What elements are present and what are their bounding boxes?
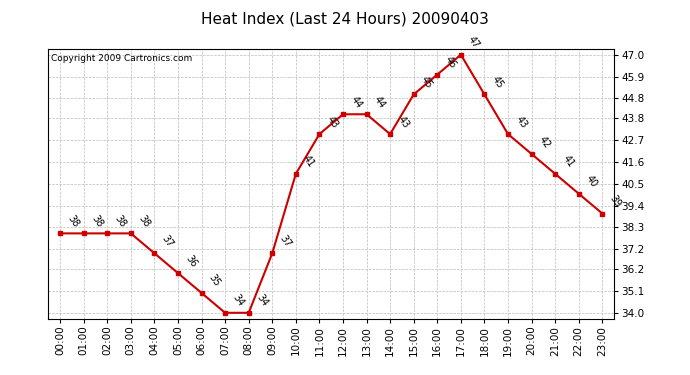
Text: Copyright 2009 Cartronics.com: Copyright 2009 Cartronics.com: [51, 54, 193, 63]
Text: 45: 45: [420, 74, 435, 90]
Text: 44: 44: [372, 94, 387, 110]
Text: 47: 47: [466, 34, 482, 51]
Text: 43: 43: [325, 114, 340, 130]
Text: 35: 35: [207, 273, 222, 289]
Text: 34: 34: [230, 293, 246, 309]
Text: 38: 38: [89, 213, 104, 229]
Text: 34: 34: [254, 293, 270, 309]
Text: Heat Index (Last 24 Hours) 20090403: Heat Index (Last 24 Hours) 20090403: [201, 11, 489, 26]
Text: 37: 37: [160, 233, 175, 249]
Text: 42: 42: [537, 134, 553, 150]
Text: 40: 40: [584, 174, 600, 189]
Text: 43: 43: [395, 114, 411, 130]
Text: 45: 45: [490, 74, 505, 90]
Text: 37: 37: [278, 233, 293, 249]
Text: 36: 36: [184, 253, 199, 269]
Text: 41: 41: [302, 154, 317, 170]
Text: 41: 41: [561, 154, 576, 170]
Text: 43: 43: [513, 114, 529, 130]
Text: 39: 39: [608, 194, 623, 209]
Text: 38: 38: [112, 213, 128, 229]
Text: 38: 38: [66, 213, 81, 229]
Text: 38: 38: [137, 213, 152, 229]
Text: 44: 44: [348, 94, 364, 110]
Text: 46: 46: [443, 55, 458, 70]
